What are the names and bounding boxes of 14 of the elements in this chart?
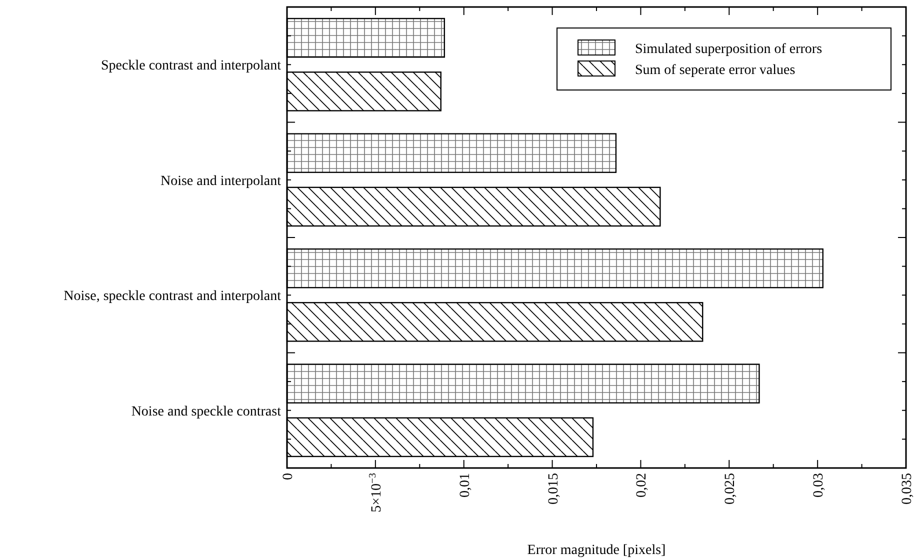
legend-label: Sum of seperate error values — [635, 62, 796, 78]
y-tick-label: Noise, speckle contrast and interpolant — [64, 289, 282, 304]
legend-label: Simulated superposition of errors — [635, 42, 822, 57]
x-tick-label: 0,035 — [900, 473, 915, 504]
x-tick-label: 0,01 — [458, 473, 473, 498]
x-tick-label: 0 — [281, 473, 296, 480]
x-tick-label: 0,02 — [634, 473, 650, 498]
x-tick-label: 0,03 — [812, 473, 827, 498]
x-tick-label: 0,025 — [723, 473, 738, 504]
y-tick-label: Speckle contrast and interpolant — [101, 58, 282, 74]
x-tick-label: 0,015 — [546, 473, 562, 504]
x-axis-title: Error magnitude [pixels] — [527, 543, 666, 558]
y-tick-label: Noise and speckle contrast — [131, 404, 282, 420]
y-tick-label: Noise and interpolant — [160, 174, 282, 189]
